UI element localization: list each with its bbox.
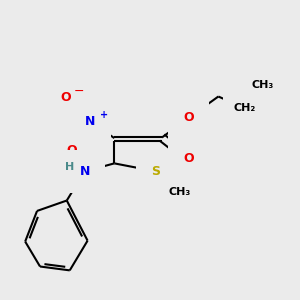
- Text: −: −: [74, 85, 84, 98]
- Text: O: O: [183, 152, 194, 165]
- Text: O: O: [183, 111, 194, 124]
- Text: N: N: [85, 115, 96, 128]
- Text: H: H: [64, 162, 74, 172]
- Text: CH₂: CH₂: [234, 103, 256, 113]
- Text: N: N: [80, 165, 90, 178]
- Text: S: S: [152, 165, 160, 178]
- Text: +: +: [100, 110, 108, 120]
- Text: CH₃: CH₃: [169, 187, 191, 196]
- Text: O: O: [60, 91, 70, 103]
- Text: CH₃: CH₃: [252, 80, 274, 90]
- Text: O: O: [66, 143, 76, 157]
